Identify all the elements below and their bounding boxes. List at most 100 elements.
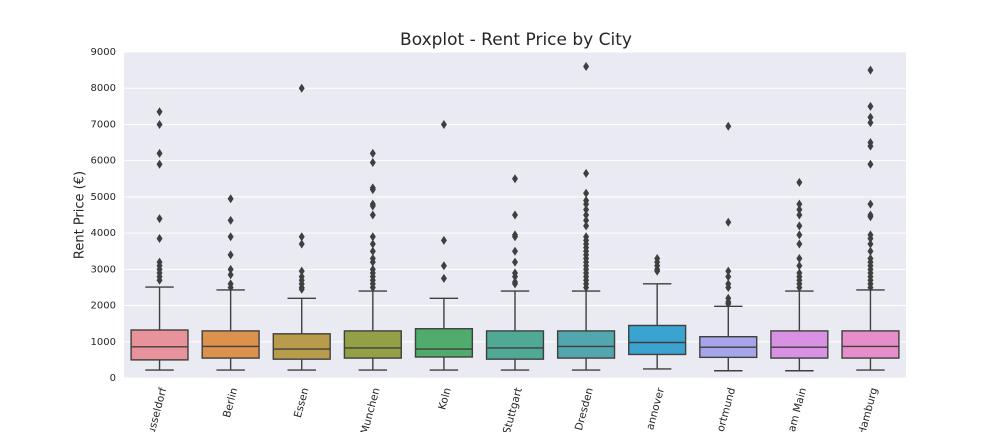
outlier <box>583 215 590 225</box>
outlier <box>583 168 590 178</box>
outlier <box>156 234 163 244</box>
outlier <box>796 239 803 249</box>
outlier <box>369 157 376 167</box>
outlier <box>867 118 874 128</box>
outlier <box>512 272 518 282</box>
y-tick-label: 0 <box>110 373 116 384</box>
outlier <box>867 234 874 244</box>
y-tick-label: 1000 <box>91 337 116 348</box>
y-tick-label: 8000 <box>91 83 116 94</box>
outlier <box>369 201 376 211</box>
outlier <box>512 232 518 242</box>
outlier <box>796 199 803 209</box>
outlier <box>796 205 803 215</box>
outlier <box>725 217 732 227</box>
outlier <box>654 266 661 276</box>
box <box>841 330 900 359</box>
outlier <box>867 112 874 122</box>
x-tick-label: Berlin <box>221 386 240 419</box>
outlier <box>156 275 163 285</box>
x-tick-label: am Main <box>786 386 809 432</box>
outlier <box>725 121 732 131</box>
outlier <box>796 230 803 240</box>
box <box>628 324 687 356</box>
outlier <box>512 174 518 184</box>
outlier <box>298 284 305 294</box>
outlier <box>440 119 447 129</box>
x-tick-label: Essen <box>292 386 312 419</box>
outlier <box>867 246 874 256</box>
y-tick-label: 2000 <box>91 301 116 312</box>
outlier <box>227 264 234 274</box>
outlier <box>867 212 874 222</box>
box <box>201 330 260 359</box>
outlier <box>512 279 518 289</box>
outlier <box>867 199 874 209</box>
x-tick-label: Hamburg <box>856 386 880 432</box>
outlier <box>725 299 732 309</box>
outlier <box>298 266 305 276</box>
outlier <box>796 253 803 263</box>
outlier <box>298 232 305 242</box>
outlier <box>440 235 447 245</box>
outlier <box>583 221 590 231</box>
x-tick-label: ortmund <box>715 386 738 432</box>
outlier <box>440 273 447 283</box>
outlier <box>369 257 376 267</box>
outlier <box>369 239 376 249</box>
x-tick-label: Stuttgart <box>501 386 525 432</box>
outlier <box>227 194 234 204</box>
outlier <box>583 61 590 71</box>
box <box>272 333 331 360</box>
x-tick-label: annover <box>644 386 667 431</box>
outlier <box>796 210 803 220</box>
outlier <box>369 282 376 292</box>
outlier <box>867 239 874 249</box>
x-tick-label: Dresden <box>573 386 596 432</box>
outlier <box>725 272 732 282</box>
outlier <box>867 159 874 169</box>
outlier <box>298 239 305 249</box>
box <box>130 329 189 361</box>
y-axis-label: Rent Price (€) <box>73 171 88 259</box>
outlier <box>796 177 803 187</box>
outlier <box>796 282 803 292</box>
outlier <box>867 141 874 151</box>
box <box>485 330 545 360</box>
box <box>414 328 474 358</box>
outlier <box>867 65 874 75</box>
outlier <box>156 214 163 224</box>
y-tick-label: 9000 <box>91 47 116 58</box>
x-tick-label: Koln <box>436 386 453 411</box>
outlier <box>156 148 163 158</box>
outlier <box>583 199 590 209</box>
outlier <box>227 250 234 260</box>
x-tick-label: Munchen <box>359 386 383 432</box>
outlier <box>369 185 376 195</box>
outlier <box>227 232 234 242</box>
outlier <box>583 210 590 220</box>
outlier <box>440 261 447 271</box>
outlier <box>369 210 376 220</box>
outlier <box>298 83 305 93</box>
outlier <box>227 282 234 292</box>
box <box>556 330 616 359</box>
outlier <box>156 119 163 129</box>
box <box>770 330 829 359</box>
outlier <box>369 246 376 256</box>
outlier <box>583 282 590 292</box>
outlier <box>512 257 518 267</box>
outlier <box>227 215 234 225</box>
box <box>343 330 402 359</box>
outlier <box>512 246 518 256</box>
outlier <box>227 270 234 280</box>
outlier <box>369 148 376 158</box>
y-tick-label: 6000 <box>91 156 116 167</box>
outlier <box>867 282 874 292</box>
outlier <box>725 282 732 292</box>
y-tick-label: 3000 <box>91 264 116 275</box>
outlier <box>796 221 803 231</box>
outlier <box>725 266 732 276</box>
outlier <box>867 101 874 111</box>
x-tick-label: usseldorf <box>145 386 169 432</box>
